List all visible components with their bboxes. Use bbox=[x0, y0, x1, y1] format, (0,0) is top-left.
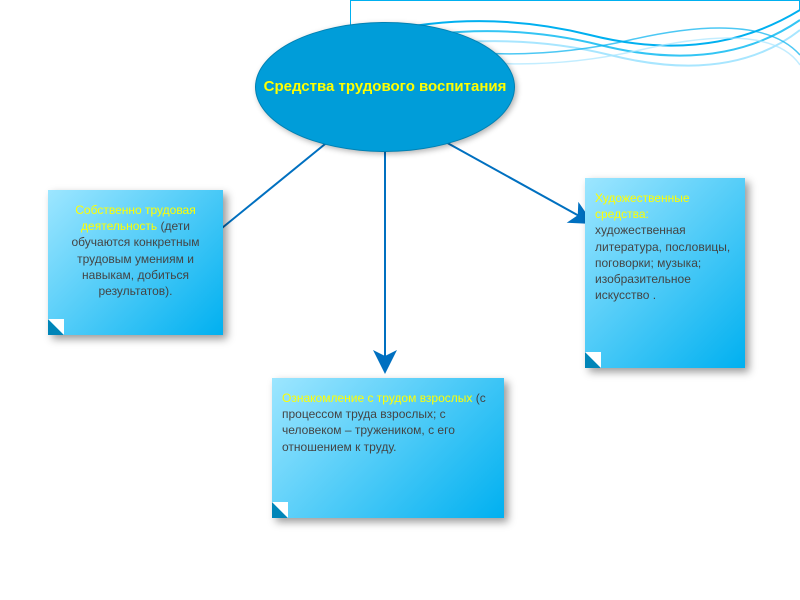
note-body: художественная литература, пословицы, по… bbox=[595, 223, 730, 302]
central-node-text: Средства трудового воспитания bbox=[264, 77, 507, 97]
note-highlight: Ознакомление с трудом взрослых bbox=[282, 391, 476, 405]
note-highlight: Художественные средства: bbox=[595, 191, 690, 221]
note-left: Собственно трудовая деятельность (дети о… bbox=[48, 190, 223, 335]
note-right: Художественные средства: художественная … bbox=[585, 178, 745, 368]
central-node: Средства трудового воспитания bbox=[255, 22, 515, 152]
note-bottom: Ознакомление с трудом взрослых (с процес… bbox=[272, 378, 504, 518]
